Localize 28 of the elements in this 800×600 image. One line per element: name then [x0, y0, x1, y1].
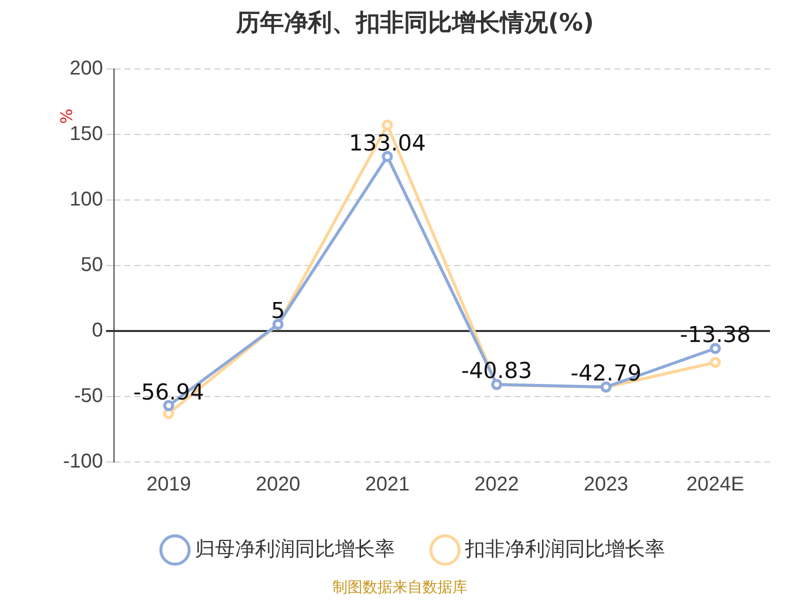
- legend-label: 扣非净利润同比增长率: [464, 538, 665, 561]
- y-tick-label: 0: [92, 319, 104, 342]
- data-label: -56.94: [133, 380, 204, 406]
- y-tick-label: -100: [63, 450, 104, 473]
- x-tick-label: 2019: [146, 474, 191, 496]
- chart-title: 历年净利、扣非同比增长情况(%): [235, 8, 594, 37]
- point: [710, 356, 721, 368]
- y-tick-label: 100: [70, 188, 104, 210]
- data-label: -42.79: [570, 362, 642, 387]
- point: [382, 120, 393, 131]
- legend-label: 归母净利润同比增长率: [195, 538, 395, 561]
- point: [163, 408, 174, 420]
- y-tick-label: 50: [80, 254, 104, 276]
- point: [382, 151, 393, 162]
- x-tick-label: 2021: [365, 474, 410, 496]
- x-tick-label: 2024E: [686, 474, 744, 496]
- text: 制图数据来自数据库: [332, 578, 468, 597]
- y-axis-title: %: [57, 108, 76, 124]
- y-tick-label: 150: [70, 122, 104, 145]
- y-tick-label: 200: [70, 57, 104, 80]
- data-label: 133.04: [348, 131, 426, 156]
- y-tick-label: -50: [74, 384, 104, 407]
- x-tick-label: 2020: [256, 474, 300, 496]
- data-label: -40.83: [461, 359, 532, 384]
- data-label: 5: [271, 299, 286, 324]
- x-tick-label: 2023: [584, 474, 628, 496]
- point: [163, 400, 174, 412]
- x-tick-label: 2022: [474, 474, 519, 496]
